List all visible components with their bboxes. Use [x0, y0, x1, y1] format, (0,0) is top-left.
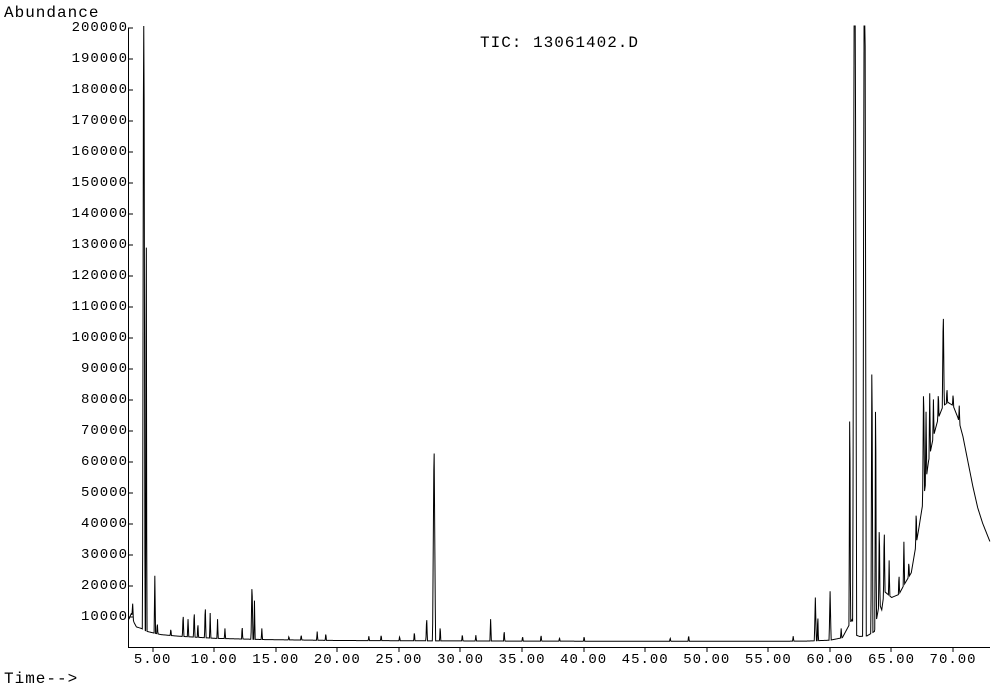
y-tick-label: 140000: [72, 206, 128, 222]
x-tick-mark: [522, 647, 523, 652]
y-tick-label: 20000: [81, 578, 128, 594]
y-tick-mark: [128, 400, 133, 401]
y-tick-mark: [128, 493, 133, 494]
y-tick-mark: [128, 555, 133, 556]
x-tick-label: 30.00: [437, 652, 484, 668]
y-tick-label: 160000: [72, 144, 128, 160]
x-tick-mark: [460, 647, 461, 652]
y-tick-label: 90000: [81, 361, 128, 377]
x-tick-label: 60.00: [806, 652, 853, 668]
y-tick-label: 40000: [81, 516, 128, 532]
x-tick-mark: [953, 647, 954, 652]
y-tick-mark: [128, 462, 133, 463]
x-axis-title: Time-->: [4, 670, 78, 688]
x-tick-label: 15.00: [252, 652, 299, 668]
x-tick-label: 25.00: [375, 652, 422, 668]
y-tick-label: 80000: [81, 392, 128, 408]
x-tick-label: 70.00: [930, 652, 977, 668]
x-tick-mark: [768, 647, 769, 652]
y-tick-mark: [128, 28, 133, 29]
x-tick-mark: [152, 647, 153, 652]
y-tick-mark: [128, 431, 133, 432]
y-tick-mark: [128, 307, 133, 308]
x-tick-label: 20.00: [314, 652, 361, 668]
x-tick-label: 40.00: [560, 652, 607, 668]
y-tick-mark: [128, 524, 133, 525]
y-tick-mark: [128, 59, 133, 60]
x-tick-label: 55.00: [745, 652, 792, 668]
y-tick-label: 120000: [72, 268, 128, 284]
y-tick-mark: [128, 121, 133, 122]
y-tick-label: 190000: [72, 51, 128, 67]
y-tick-label: 50000: [81, 485, 128, 501]
y-tick-label: 150000: [72, 175, 128, 191]
x-tick-mark: [645, 647, 646, 652]
x-tick-mark: [337, 647, 338, 652]
y-tick-mark: [128, 617, 133, 618]
y-tick-mark: [128, 183, 133, 184]
y-tick-label: 100000: [72, 330, 128, 346]
chromatogram-trace: [129, 26, 990, 641]
y-tick-mark: [128, 276, 133, 277]
y-tick-mark: [128, 245, 133, 246]
x-tick-mark: [829, 647, 830, 652]
y-tick-label: 60000: [81, 454, 128, 470]
x-tick-mark: [398, 647, 399, 652]
y-tick-label: 10000: [81, 609, 128, 625]
x-tick-mark: [275, 647, 276, 652]
y-tick-mark: [128, 152, 133, 153]
y-tick-label: 70000: [81, 423, 128, 439]
x-tick-mark: [706, 647, 707, 652]
y-tick-mark: [128, 338, 133, 339]
x-tick-label: 35.00: [499, 652, 546, 668]
chromatogram-svg: [129, 28, 990, 647]
x-tick-label: 65.00: [868, 652, 915, 668]
y-tick-label: 110000: [72, 299, 128, 315]
x-tick-mark: [214, 647, 215, 652]
x-tick-mark: [891, 647, 892, 652]
y-tick-label: 130000: [72, 237, 128, 253]
y-tick-label: 170000: [72, 113, 128, 129]
y-tick-mark: [128, 369, 133, 370]
plot-area: TIC: 13061402.D: [128, 28, 990, 648]
y-tick-mark: [128, 90, 133, 91]
x-tick-mark: [583, 647, 584, 652]
x-tick-label: 50.00: [683, 652, 730, 668]
y-tick-label: 200000: [72, 20, 128, 36]
x-tick-label: 5.00: [134, 652, 172, 668]
x-tick-label: 10.00: [191, 652, 238, 668]
y-tick-mark: [128, 586, 133, 587]
y-tick-label: 180000: [72, 82, 128, 98]
y-tick-mark: [128, 214, 133, 215]
x-tick-label: 45.00: [622, 652, 669, 668]
y-tick-label: 30000: [81, 547, 128, 563]
chart-container: Abundance Time--> TIC: 13061402.D 100002…: [0, 0, 1000, 690]
